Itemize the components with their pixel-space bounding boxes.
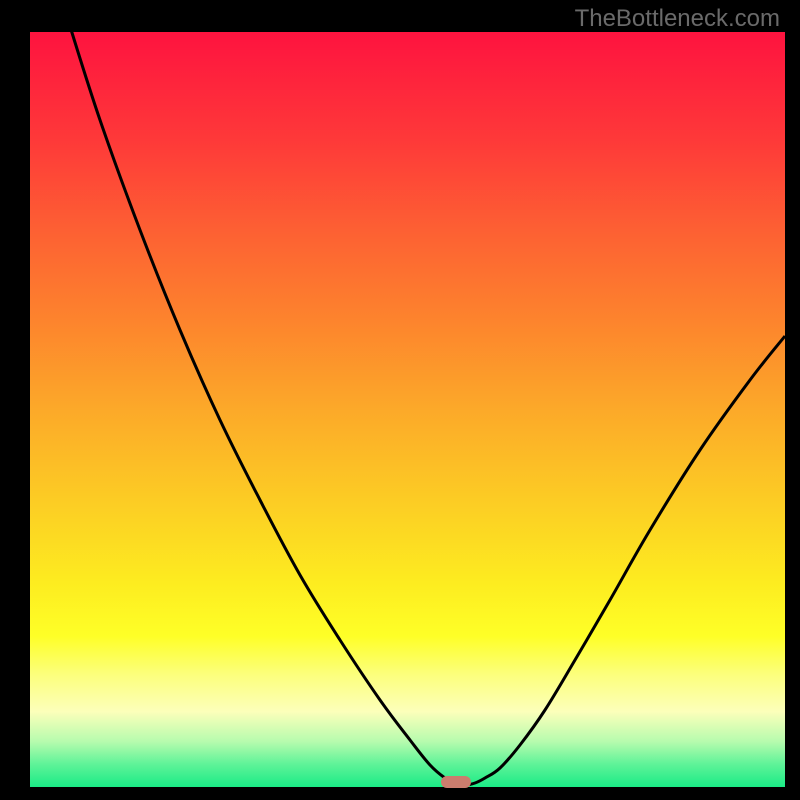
bottleneck-marker: [441, 776, 471, 788]
bottleneck-chart: [0, 0, 800, 800]
watermark-text: TheBottleneck.com: [575, 5, 780, 33]
plot-background: [30, 32, 785, 787]
chart-svg: [0, 0, 800, 800]
